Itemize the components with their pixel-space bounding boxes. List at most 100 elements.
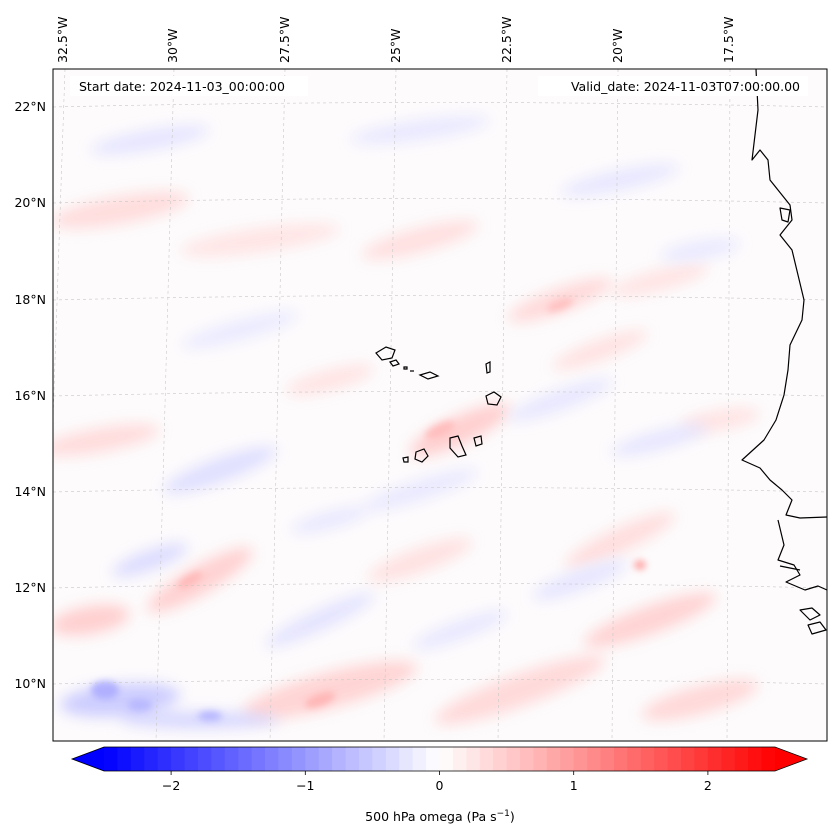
island-sao-vicente — [389, 359, 400, 367]
lon-label-20: 20°W — [610, 28, 625, 63]
coastline — [741, 69, 827, 635]
lat-label-22: 22°N — [14, 99, 46, 114]
colorbar-cell — [238, 747, 253, 771]
gridline-lat-18 — [53, 295, 827, 301]
bijagos-island — [799, 607, 821, 621]
colorbar-tick-label: −1 — [296, 778, 314, 793]
gridline-lat-16 — [53, 391, 827, 397]
longitude-labels: 32.5°W 30°W 27.5°W 25°W 22.5°W 20°W 17.5… — [55, 17, 736, 63]
colorbar-cell — [600, 747, 615, 771]
colorbar-cell — [587, 747, 602, 771]
omega-field — [53, 116, 760, 728]
colorbar-cell — [358, 747, 373, 771]
gambia-river — [779, 565, 801, 571]
colorbar-cell — [251, 747, 266, 771]
island-brava — [402, 456, 409, 463]
colorbar-cell — [197, 747, 212, 771]
colorbar-cell — [761, 747, 776, 771]
colorbar-cell — [613, 747, 628, 771]
gridline-lon-27-5 — [269, 69, 286, 741]
lat-label-18: 18°N — [14, 292, 46, 307]
colorbar-tick-label: 0 — [436, 778, 444, 793]
colorbar-cell — [224, 747, 239, 771]
colorbar-cell — [506, 747, 521, 771]
colorbar-cell — [466, 747, 481, 771]
lon-label-25: 25°W — [388, 28, 403, 63]
colorbar-cell — [211, 747, 226, 771]
gridline-lat-22 — [53, 102, 827, 108]
colorbar-cell — [681, 747, 696, 771]
colorbar-cell — [157, 747, 172, 771]
lon-label-27-5: 27.5°W — [277, 17, 292, 63]
colorbar-cell — [412, 747, 427, 771]
gridline-lon-17-5 — [726, 69, 731, 741]
colorbar-cell — [546, 747, 561, 771]
colorbar-cell — [144, 747, 159, 771]
colorbar-cell — [533, 747, 548, 771]
start-date-box — [70, 76, 308, 96]
colorbar-cells — [104, 747, 776, 771]
gridline-lon-20 — [611, 69, 619, 741]
colorbar-extend-min — [72, 747, 104, 771]
colorbar-cell — [345, 747, 360, 771]
colorbar-cell — [184, 747, 199, 771]
colorbar-cell — [734, 747, 749, 771]
colorbar-cell — [104, 747, 119, 771]
colorbar-cell — [627, 747, 642, 771]
colorbar-tick-label: −2 — [162, 778, 180, 793]
colorbar-tick-label: 2 — [704, 778, 712, 793]
colorbar: −2 −1 0 1 2 — [70, 746, 809, 793]
colorbar-cell — [560, 747, 575, 771]
lon-label-32-5: 32.5°W — [55, 17, 70, 63]
banc-arguin-island — [779, 207, 791, 223]
gridline-lat-20 — [53, 198, 827, 204]
colorbar-cell — [520, 747, 535, 771]
island-santiago — [449, 435, 467, 458]
colorbar-cell — [640, 747, 655, 771]
island-maio — [473, 435, 483, 447]
gridline-lat-10 — [53, 679, 827, 685]
colorbar-cell — [694, 747, 709, 771]
gridline-lat-12 — [53, 583, 827, 589]
colorbar-cell — [318, 747, 333, 771]
colorbar-cell — [439, 747, 454, 771]
colorbar-cell — [372, 747, 387, 771]
valid-date-label: Valid_date: 2024-11-03T07:00:00.00 — [571, 79, 800, 94]
guinea-coastline — [777, 519, 827, 591]
colorbar-cell — [721, 747, 736, 771]
colorbar-cell — [667, 747, 682, 771]
gridline-lon-30 — [155, 69, 175, 741]
lat-label-16: 16°N — [14, 388, 46, 403]
colorbar-tick-label: 1 — [570, 778, 578, 793]
bijagos-island-2 — [807, 621, 827, 635]
lat-label-20: 20°N — [14, 195, 46, 210]
lon-label-22-5: 22.5°W — [499, 17, 514, 63]
start-date-label: Start date: 2024-11-03_00:00:00 — [79, 79, 285, 94]
lat-label-10: 10°N — [14, 676, 46, 691]
island-boa-vista — [485, 391, 502, 406]
colorbar-cell — [479, 747, 494, 771]
africa-coastline — [741, 69, 827, 519]
lat-label-14: 14°N — [14, 484, 46, 499]
colorbar-ticks: −2 −1 0 1 2 — [162, 771, 712, 793]
island-sal — [485, 361, 491, 374]
island-santa-luzia — [403, 366, 408, 370]
gridline-lon-25 — [383, 69, 397, 741]
lon-label-17-5: 17.5°W — [721, 17, 736, 63]
valid-date-box — [538, 76, 808, 96]
colorbar-cell — [332, 747, 347, 771]
colorbar-cell — [452, 747, 467, 771]
colorbar-cell — [707, 747, 722, 771]
colorbar-cell — [291, 747, 306, 771]
map-frame — [52, 68, 828, 742]
island-santo-antao — [375, 346, 396, 361]
latitude-labels: 22°N 20°N 18°N 16°N 14°N 12°N 10°N — [14, 99, 46, 691]
colorbar-extend-max — [775, 747, 807, 771]
colorbar-cell — [748, 747, 763, 771]
colorbar-cell — [117, 747, 132, 771]
island-sao-nicolau — [418, 371, 440, 380]
gridline-lat-14 — [53, 487, 827, 493]
colorbar-outline — [70, 746, 809, 772]
colorbar-cell — [385, 747, 400, 771]
